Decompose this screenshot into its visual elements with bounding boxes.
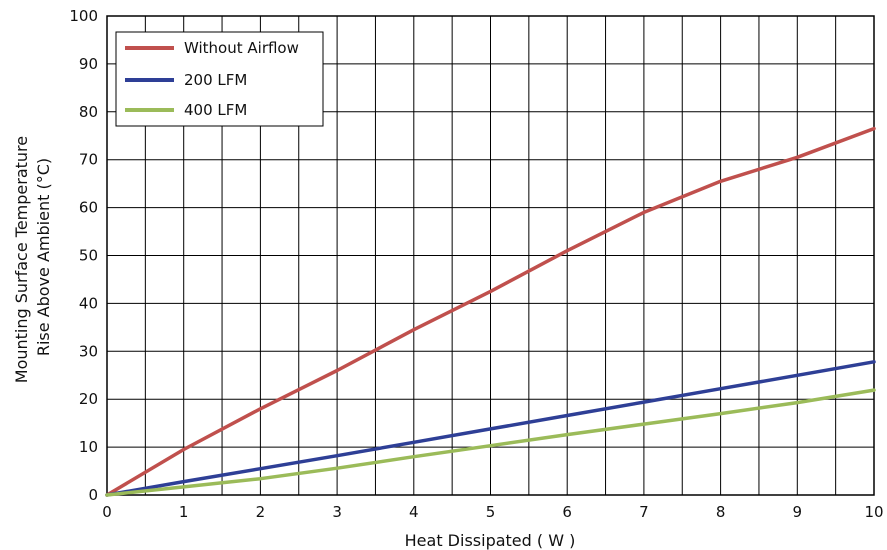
x-tick-label: 2 xyxy=(256,503,266,521)
y-tick-label: 60 xyxy=(79,199,98,217)
y-tick-label: 70 xyxy=(79,151,98,169)
series-line-200-lfm xyxy=(105,360,876,497)
x-tick-label: 1 xyxy=(179,503,189,521)
legend-label-without-airflow: Without Airflow xyxy=(184,39,299,57)
plot-frame xyxy=(106,15,875,496)
x-tick-label: 9 xyxy=(793,503,803,521)
y-tick-label: 20 xyxy=(79,390,98,408)
x-tick-labels: 0 1 2 3 4 5 6 7 8 9 10 xyxy=(102,503,883,521)
series-line-400-lfm xyxy=(105,388,876,497)
y-tick-label: 80 xyxy=(79,103,98,121)
y-tick-label: 50 xyxy=(79,247,98,265)
x-tick-label: 10 xyxy=(864,503,883,521)
x-tick-label: 7 xyxy=(639,503,649,521)
y-tick-label: 100 xyxy=(69,7,98,25)
y-axis-title-line-1: Mounting Surface Temperature xyxy=(12,136,31,383)
x-tick-label: 8 xyxy=(716,503,726,521)
y-tick-label: 40 xyxy=(79,294,98,312)
y-axis-title: Mounting Surface Temperature Rise Above … xyxy=(12,131,53,383)
x-axis-title: Heat Dissipated ( W ) xyxy=(405,531,576,550)
legend: Without Airflow 200 LFM 400 LFM xyxy=(115,31,324,127)
y-axis-title-line-2: Rise Above Ambient (°C) xyxy=(34,158,53,356)
legend-label-400-lfm: 400 LFM xyxy=(184,101,247,119)
series-lines xyxy=(105,126,876,497)
x-tick-label: 0 xyxy=(102,503,112,521)
x-tick-label: 6 xyxy=(562,503,572,521)
x-tick-label: 5 xyxy=(486,503,496,521)
y-tick-label: 10 xyxy=(79,438,98,456)
y-tick-label: 30 xyxy=(79,342,98,360)
series-line-without-airflow xyxy=(105,126,876,497)
y-tick-labels: 0 10 20 30 40 50 60 70 80 90 100 xyxy=(69,7,98,504)
legend-label-200-lfm: 200 LFM xyxy=(184,71,247,89)
y-tick-label: 0 xyxy=(88,486,98,504)
x-tick-label: 3 xyxy=(332,503,342,521)
y-tick-label: 90 xyxy=(79,55,98,73)
x-tick-label: 4 xyxy=(409,503,419,521)
